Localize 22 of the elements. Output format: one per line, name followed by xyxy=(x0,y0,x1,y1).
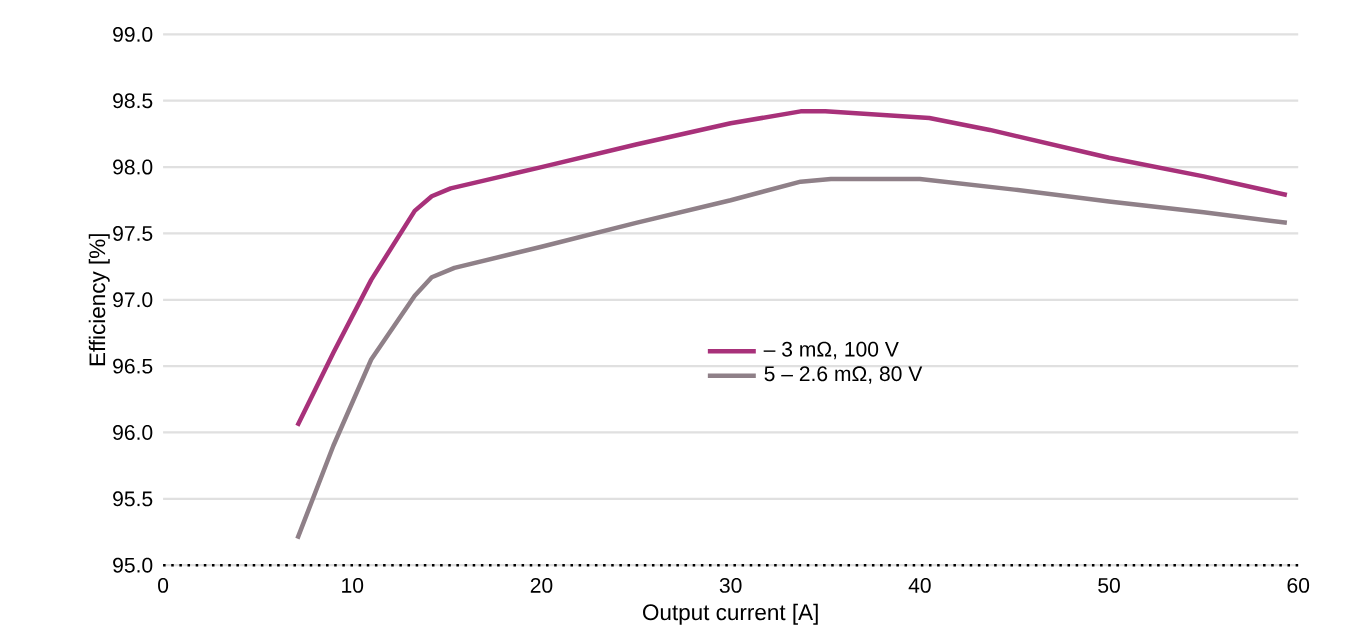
y-tick-label: 98.5 xyxy=(113,93,153,109)
legend-label: 5 – 2.6 mΩ, 80 V xyxy=(764,366,923,384)
y-axis-title: Efficiency [%] xyxy=(88,234,110,366)
legend-label: – 3 mΩ, 100 V xyxy=(763,341,899,359)
y-tick-label: 95.0 xyxy=(113,557,153,573)
x-tick-label: 10 xyxy=(342,577,364,593)
y-tick-label: 97.0 xyxy=(113,292,153,308)
y-tick-label: 96.5 xyxy=(113,358,153,374)
y-tick-label: 95.5 xyxy=(113,491,153,507)
x-tick-label: 60 xyxy=(1287,577,1310,593)
x-tick-label: 40 xyxy=(908,577,931,593)
x-tick-label: 50 xyxy=(1098,577,1120,593)
line-series xyxy=(295,108,1290,428)
line-series xyxy=(295,176,1290,541)
y-tick-label: 97.5 xyxy=(113,225,153,241)
y-tick-label: 96.0 xyxy=(113,424,153,440)
x-axis-title: Output current [A] xyxy=(643,603,818,625)
x-tick-label: 20 xyxy=(530,577,553,593)
y-tick-label: 99.0 xyxy=(113,26,153,42)
y-tick-label: 98.0 xyxy=(113,159,153,175)
x-tick-label: 30 xyxy=(719,577,742,593)
x-tick-label: 0 xyxy=(158,577,169,593)
